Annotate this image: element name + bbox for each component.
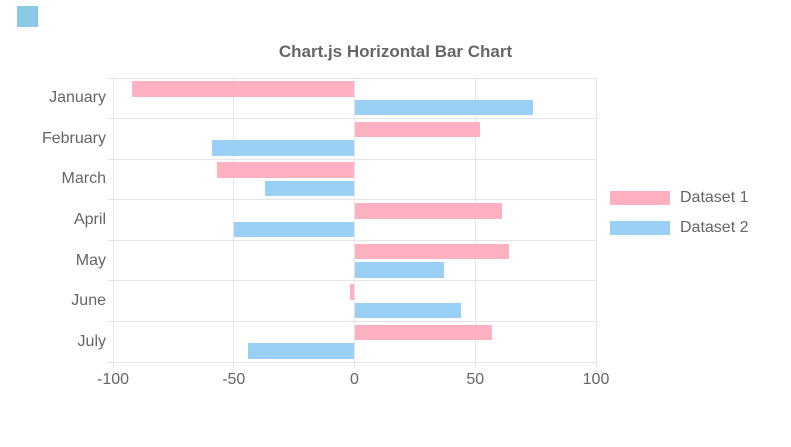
bar-dataset-1-june[interactable] <box>349 284 354 300</box>
legend: Dataset 1 Dataset 2 <box>610 189 749 250</box>
gridline-vertical <box>112 78 114 368</box>
x-tick-label: 50 <box>466 371 485 388</box>
gridline-vertical <box>595 78 597 368</box>
bar-dataset-2-may[interactable] <box>355 262 444 278</box>
bar-dataset-1-april[interactable] <box>355 203 502 219</box>
gridline-horizontal <box>107 239 596 241</box>
bar-dataset-2-june[interactable] <box>355 302 461 319</box>
legend-item-dataset-1[interactable]: Dataset 1 <box>610 189 749 206</box>
gridline-horizontal <box>107 118 596 120</box>
legend-swatch-dataset-1 <box>610 191 670 205</box>
y-tick-label: May <box>75 251 106 269</box>
y-tick-label: January <box>49 89 106 107</box>
x-tick-label: -100 <box>96 371 130 388</box>
legend-item-dataset-2[interactable]: Dataset 2 <box>610 219 749 236</box>
legend-swatch-dataset-2 <box>610 221 670 235</box>
x-tick-label: 0 <box>350 371 359 388</box>
bar-dataset-1-may[interactable] <box>355 243 510 260</box>
bar-dataset-2-february[interactable] <box>212 140 354 156</box>
legend-label-dataset-1: Dataset 1 <box>680 189 749 206</box>
bar-dataset-1-july[interactable] <box>355 324 493 341</box>
x-tick-label: 100 <box>582 371 610 388</box>
gridline-horizontal <box>107 280 596 282</box>
gridline-horizontal <box>107 361 596 363</box>
y-tick-label: February <box>41 129 106 147</box>
legend-label-dataset-2: Dataset 2 <box>680 219 749 236</box>
bar-dataset-2-april[interactable] <box>233 221 354 237</box>
bar-dataset-2-july[interactable] <box>248 343 354 359</box>
y-tick-label: April <box>73 211 106 228</box>
gridline-horizontal <box>107 158 596 160</box>
y-tick-label: March <box>61 170 106 188</box>
bar-dataset-1-february[interactable] <box>355 121 481 138</box>
gridline-horizontal <box>107 320 596 322</box>
gridline-horizontal <box>107 77 596 79</box>
gridline-horizontal <box>107 199 596 201</box>
y-tick-label: June <box>71 292 106 310</box>
gridline-vertical <box>354 78 355 368</box>
blue-square-icon <box>17 6 38 27</box>
x-tick-label: -50 <box>222 371 246 388</box>
bar-dataset-1-march[interactable] <box>216 162 354 178</box>
bar-dataset-1-january[interactable] <box>132 81 354 97</box>
gridline-vertical <box>474 78 476 368</box>
y-tick-label: July <box>77 332 106 350</box>
bar-dataset-2-march[interactable] <box>265 180 354 197</box>
chart-title: Chart.js Horizontal Bar Chart <box>278 42 513 61</box>
bar-dataset-2-january[interactable] <box>355 99 534 116</box>
